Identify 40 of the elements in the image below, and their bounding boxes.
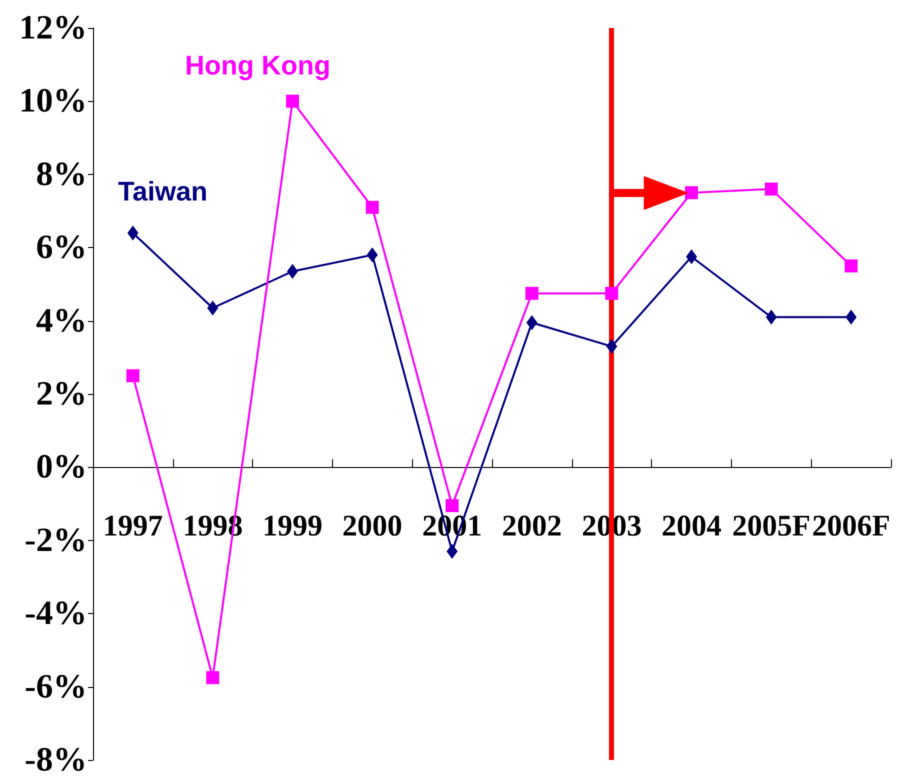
y-tick-label: -6% (24, 668, 87, 706)
y-tick-label: 8% (36, 156, 87, 193)
y-tick-label: -8% (24, 742, 87, 778)
x-tick-label: 2004 (662, 510, 722, 543)
y-tick-label: 2% (36, 376, 87, 412)
point (366, 200, 379, 214)
point (207, 300, 218, 316)
point (686, 249, 697, 264)
x-tick-label: 1999 (262, 510, 322, 543)
x-tick-label: 2006F (812, 510, 890, 543)
point (606, 338, 618, 354)
y-tick-label: 12% (19, 10, 87, 46)
point (526, 315, 538, 330)
y-tick-label: 0% (36, 448, 87, 486)
y-tick-label: -4% (24, 595, 87, 632)
x-tick-label: 2005F (732, 510, 810, 543)
point (286, 94, 299, 108)
series-label: Hong Kong (185, 50, 330, 80)
y-tick-label: -2% (24, 522, 87, 559)
point (525, 286, 538, 300)
point (126, 369, 140, 382)
point (446, 544, 458, 559)
y-tick-label: 6% (36, 229, 87, 266)
point (766, 310, 777, 325)
point (764, 182, 778, 196)
y-tick-label: 4% (36, 302, 87, 340)
series-label: Taiwan (118, 176, 208, 206)
point (206, 671, 220, 684)
x-tick-label: 2000 (342, 510, 402, 543)
point (846, 310, 857, 325)
point (127, 225, 138, 240)
x-tick-label: 2002 (502, 510, 562, 543)
point (287, 264, 298, 279)
point (446, 499, 459, 512)
y-tick-label: 10% (19, 82, 87, 120)
point (605, 286, 618, 300)
x-tick-label: 1997 (102, 510, 163, 543)
point (685, 186, 698, 200)
point (366, 247, 378, 262)
point (844, 259, 858, 272)
